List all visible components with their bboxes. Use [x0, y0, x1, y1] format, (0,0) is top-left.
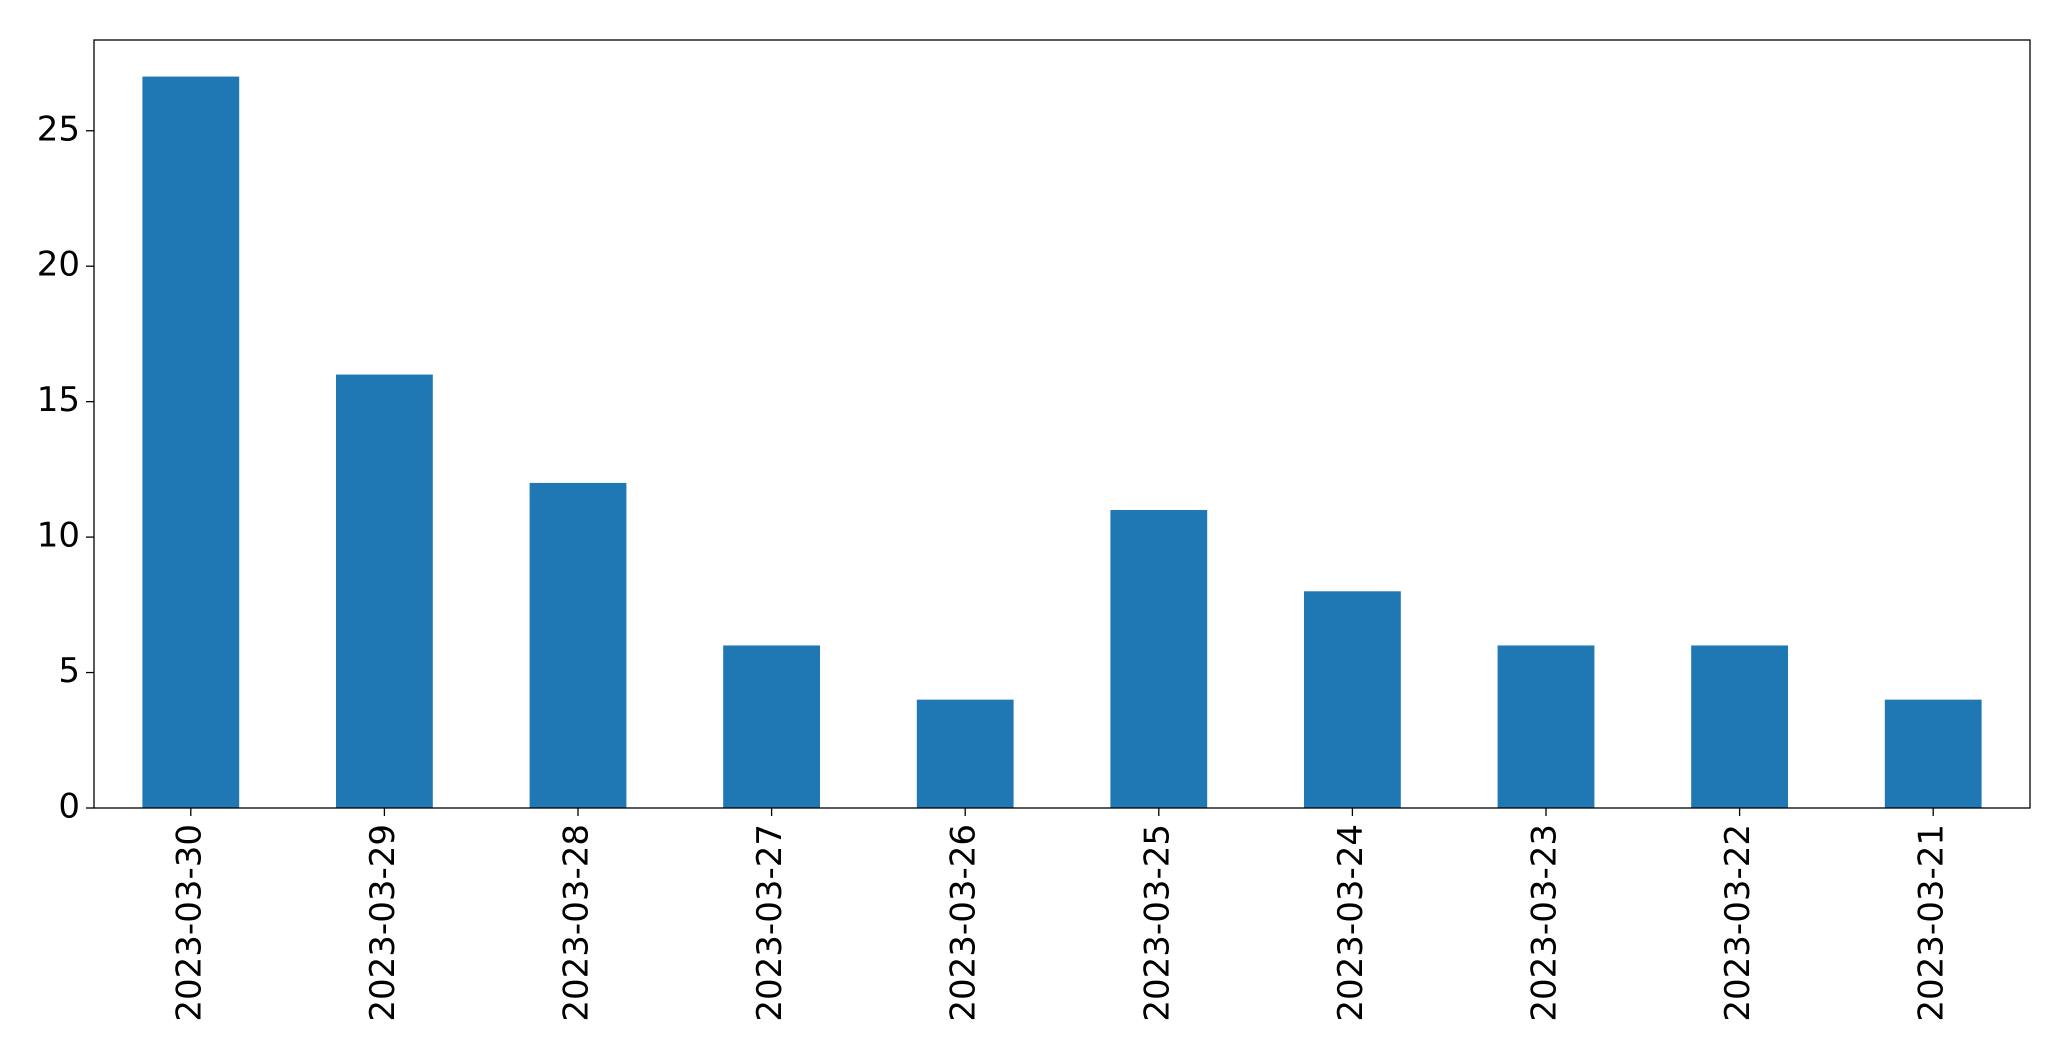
bar [1304, 591, 1401, 808]
y-tick-label: 0 [58, 787, 80, 827]
x-tick-label: 2023-03-28 [557, 824, 597, 1022]
x-tick-label: 2023-03-24 [1331, 824, 1371, 1022]
y-tick-label: 20 [37, 245, 80, 285]
x-tick-label: 2023-03-25 [1137, 824, 1177, 1022]
x-tick-label: 2023-03-23 [1525, 824, 1565, 1022]
bar [336, 374, 433, 808]
y-tick-label: 25 [37, 109, 80, 149]
bar [142, 76, 240, 809]
bar [529, 482, 627, 808]
y-tick-label: 15 [37, 380, 80, 420]
bar [1884, 699, 1982, 808]
x-tick-label: 2023-03-21 [1912, 824, 1952, 1022]
bar [723, 645, 820, 808]
y-tick-label: 10 [37, 516, 80, 556]
bar [1691, 645, 1788, 808]
x-tick-label: 2023-03-27 [750, 824, 790, 1022]
bar [916, 699, 1014, 808]
bar [1497, 645, 1595, 808]
bar [1110, 510, 1208, 808]
y-tick-label: 5 [58, 651, 80, 691]
x-tick-label: 2023-03-29 [363, 824, 403, 1022]
plot-frame [93, 39, 2031, 809]
x-tick-label: 2023-03-22 [1718, 824, 1758, 1022]
x-tick-label: 2023-03-26 [944, 824, 984, 1022]
x-tick-label: 2023-03-30 [169, 824, 209, 1022]
